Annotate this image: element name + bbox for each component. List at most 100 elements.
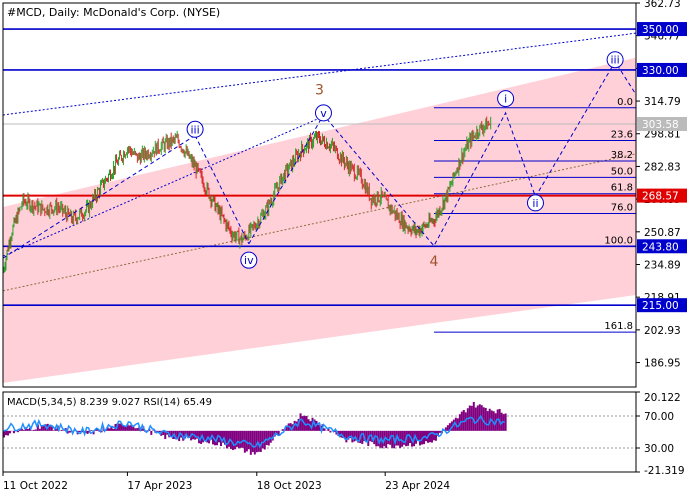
wave-label: i bbox=[504, 93, 507, 106]
y-tick-label: 234.89 bbox=[644, 259, 681, 271]
macd-bar bbox=[240, 431, 242, 448]
macd-bar bbox=[391, 431, 393, 448]
macd-bar bbox=[252, 431, 254, 452]
macd-bar bbox=[49, 426, 51, 431]
level-price-tag-label: 215.00 bbox=[642, 300, 679, 312]
macd-bar bbox=[439, 431, 441, 433]
macd-bar bbox=[505, 413, 507, 430]
macd-bar bbox=[282, 429, 284, 431]
macd-bar bbox=[467, 408, 469, 431]
macd-bar bbox=[435, 431, 437, 441]
macd-bar bbox=[51, 427, 53, 431]
macd-bar bbox=[361, 431, 363, 444]
macd-bar bbox=[118, 424, 120, 431]
macd-bar bbox=[69, 431, 71, 433]
macd-bar bbox=[329, 431, 331, 433]
macd-bar bbox=[485, 408, 487, 431]
macd-bar bbox=[318, 425, 320, 431]
macd-bar bbox=[270, 431, 272, 443]
macd-bar bbox=[61, 430, 63, 431]
macd-bar bbox=[375, 431, 377, 447]
macd-bar bbox=[238, 431, 240, 449]
macd-bar bbox=[262, 431, 264, 449]
macd-bar bbox=[204, 431, 206, 440]
time-axis: 11 Oct 2022 17 Apr 2023 18 Oct 2023 23 Apr … bbox=[3, 472, 450, 492]
x-tick-label: 17 Apr 2023 bbox=[127, 480, 192, 492]
wave-label: v bbox=[320, 107, 327, 120]
macd-bar bbox=[475, 407, 477, 430]
macd-bar bbox=[302, 416, 304, 431]
y-tick-label: 362.73 bbox=[644, 0, 681, 10]
macd-bar bbox=[473, 402, 475, 431]
macd-bar bbox=[234, 431, 236, 449]
level-price-tag-label: 268.57 bbox=[642, 191, 679, 203]
macd-bar bbox=[112, 429, 114, 431]
macd-bar bbox=[407, 431, 409, 446]
fib-level-label: 23.6 bbox=[611, 130, 633, 141]
macd-bar bbox=[128, 425, 130, 430]
macd-bar bbox=[9, 431, 11, 434]
fib-level-label: 61.8 bbox=[611, 183, 633, 194]
macd-bar bbox=[150, 431, 152, 435]
macd-bar bbox=[53, 430, 55, 431]
macd-bar bbox=[447, 425, 449, 431]
level-price-tag-label: 303.58 bbox=[642, 119, 679, 131]
macd-bar bbox=[226, 431, 228, 449]
macd-bar bbox=[39, 429, 41, 431]
macd-bar bbox=[463, 410, 465, 431]
wave-label: 4 bbox=[429, 254, 438, 270]
macd-bar bbox=[13, 431, 15, 433]
level-price-tag-label: 243.80 bbox=[642, 241, 679, 253]
macd-bar bbox=[33, 430, 35, 431]
x-tick-label: 18 Oct 2023 bbox=[257, 480, 322, 492]
wave-label: iii bbox=[611, 54, 620, 67]
macd-bar bbox=[79, 431, 81, 432]
indicator-tick-label: -21.319 bbox=[644, 465, 685, 477]
y-tick-label: 282.83 bbox=[644, 161, 681, 173]
macd-bar bbox=[457, 418, 459, 430]
macd-bar bbox=[35, 429, 37, 430]
macd-bar bbox=[254, 431, 256, 455]
y-tick-label: 314.79 bbox=[644, 96, 681, 108]
macd-bar bbox=[266, 431, 268, 445]
fib-level-label: 50.0 bbox=[611, 166, 633, 177]
x-tick-label: 23 Apr 2024 bbox=[385, 480, 450, 492]
macd-bar bbox=[134, 428, 136, 431]
macd-bar bbox=[7, 431, 9, 436]
indicator-tick-label: 30.00 bbox=[644, 443, 674, 455]
level-price-tag-label: 330.00 bbox=[642, 65, 679, 77]
fib-level-label: 38.2 bbox=[611, 150, 633, 161]
macd-bar bbox=[260, 431, 262, 452]
macd-bar bbox=[5, 431, 7, 435]
x-tick-label: 11 Oct 2022 bbox=[3, 480, 68, 492]
indicator-label: MACD(5,34,5) 8.239 9.027 RSI(14) 65.49 bbox=[7, 397, 212, 408]
macd-bar bbox=[387, 431, 389, 444]
macd-bar bbox=[63, 430, 65, 431]
indicator-tick-label: 20.122 bbox=[644, 392, 681, 404]
macd-bar bbox=[31, 430, 33, 431]
macd-bar bbox=[87, 431, 89, 434]
y-tick-label: 250.87 bbox=[644, 227, 681, 239]
macd-bar bbox=[91, 430, 93, 431]
level-price-tag-label: 350.00 bbox=[642, 24, 679, 36]
fib-level-label: 76.0 bbox=[611, 203, 633, 214]
fib-level-label: 0.0 bbox=[617, 97, 633, 108]
fib-level-label: 161.8 bbox=[604, 321, 633, 332]
chart-title: #MCD, Daily: McDonald's Corp. (NYSE) bbox=[7, 6, 220, 19]
macd-bar bbox=[27, 429, 29, 431]
macd-bar bbox=[232, 431, 234, 450]
price-axis: 362.73346.77330.81314.79298.81282.83266.… bbox=[636, 0, 687, 370]
macd-bar bbox=[345, 431, 347, 443]
macd-bar bbox=[136, 428, 138, 431]
indicator-panel bbox=[3, 402, 636, 455]
macd-bar bbox=[323, 428, 325, 431]
macd-bar bbox=[300, 413, 302, 430]
macd-bar bbox=[109, 428, 111, 430]
macd-bar bbox=[132, 427, 134, 431]
macd-bar bbox=[419, 431, 421, 446]
wave-label: iii bbox=[191, 123, 200, 136]
wave-label: 3 bbox=[315, 82, 324, 98]
